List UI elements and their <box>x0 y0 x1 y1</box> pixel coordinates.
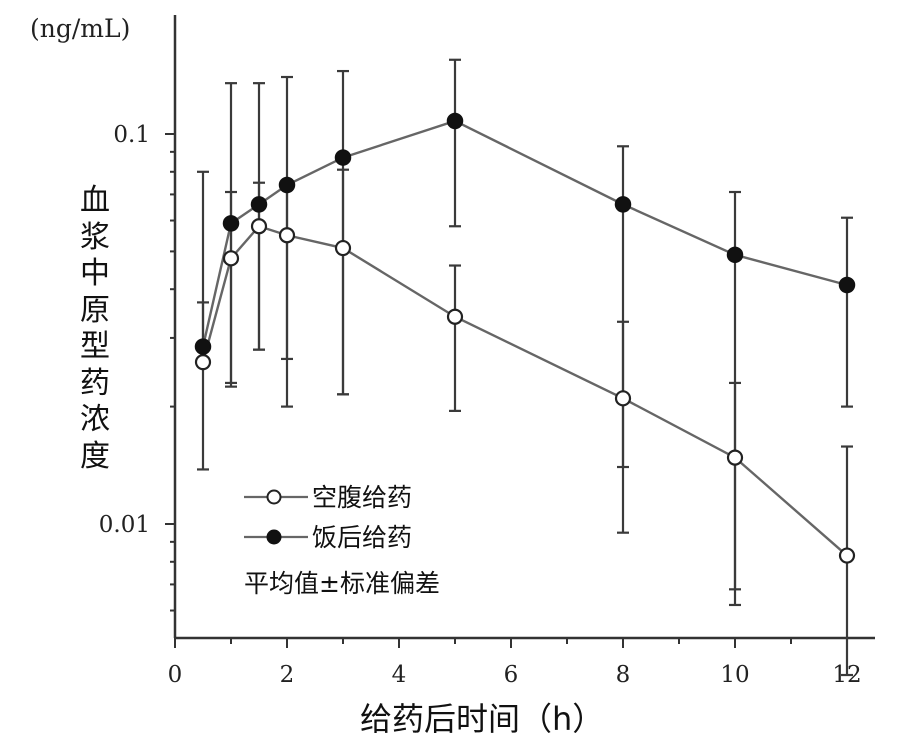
data-points <box>194 112 856 564</box>
fed-point <box>222 215 240 232</box>
fed-point <box>838 276 856 294</box>
fasting-point <box>278 227 296 244</box>
fed-point <box>334 149 352 166</box>
fed-point <box>194 338 212 355</box>
y-tick-label: 0.1 <box>113 122 150 148</box>
legend-item-fed: 饭后给药 <box>244 518 440 558</box>
fasting-point <box>194 354 212 371</box>
y-tick-label: 0.01 <box>99 512 150 538</box>
y-unit-label: (ng/mL) <box>30 14 131 43</box>
legend-label-fed: 饭后给药 <box>312 523 413 552</box>
x-tick-label: 10 <box>720 662 749 688</box>
fasting-point <box>838 547 856 564</box>
fed-point <box>278 176 296 194</box>
fed-point <box>614 196 632 213</box>
fasting-point <box>614 390 632 407</box>
y-axis-title: 血浆中原型药浓度 <box>80 183 110 474</box>
chart-axes: 0246810120.010.1 <box>99 15 875 688</box>
fed-point <box>726 246 744 264</box>
x-tick-label: 6 <box>504 662 519 688</box>
fasting-point <box>222 250 240 267</box>
legend: 空腹给药 饭后给药 平均值±标准偏差 <box>244 478 440 600</box>
legend-item-fasting: 空腹给药 <box>244 478 440 518</box>
x-tick-label: 8 <box>616 662 631 688</box>
fed-point <box>446 112 464 130</box>
fasting-point <box>250 218 268 235</box>
fed-line <box>201 119 848 347</box>
legend-filled-circle-marker <box>244 529 308 545</box>
legend-label-fasting: 空腹给药 <box>312 483 413 512</box>
x-axis-title: 给药后时间（h） <box>360 700 605 738</box>
fasting-point <box>446 308 464 325</box>
legend-note: 平均值±标准偏差 <box>244 569 440 598</box>
fed-point <box>250 196 268 213</box>
fasting-point <box>334 239 352 257</box>
fasting-point <box>726 449 744 466</box>
x-tick-label: 0 <box>168 662 183 688</box>
x-tick-label: 4 <box>392 662 407 688</box>
legend-open-circle-marker <box>244 489 308 505</box>
x-tick-label: 2 <box>280 662 295 688</box>
